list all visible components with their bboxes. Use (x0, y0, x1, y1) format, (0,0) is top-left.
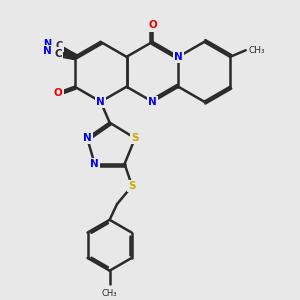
Text: N: N (43, 46, 52, 56)
Text: N: N (148, 97, 157, 107)
Text: N: N (96, 97, 105, 107)
Text: S: S (128, 181, 136, 191)
Text: C: C (54, 49, 62, 58)
Text: N: N (83, 133, 92, 143)
Text: N: N (174, 52, 183, 62)
Text: CH₃: CH₃ (102, 289, 117, 298)
Text: CH₃: CH₃ (249, 46, 265, 55)
Text: O: O (148, 20, 157, 30)
Text: S: S (131, 133, 139, 143)
Text: N: N (43, 39, 51, 49)
Text: C: C (55, 41, 62, 51)
Text: O: O (54, 88, 63, 98)
Text: N: N (90, 159, 99, 169)
